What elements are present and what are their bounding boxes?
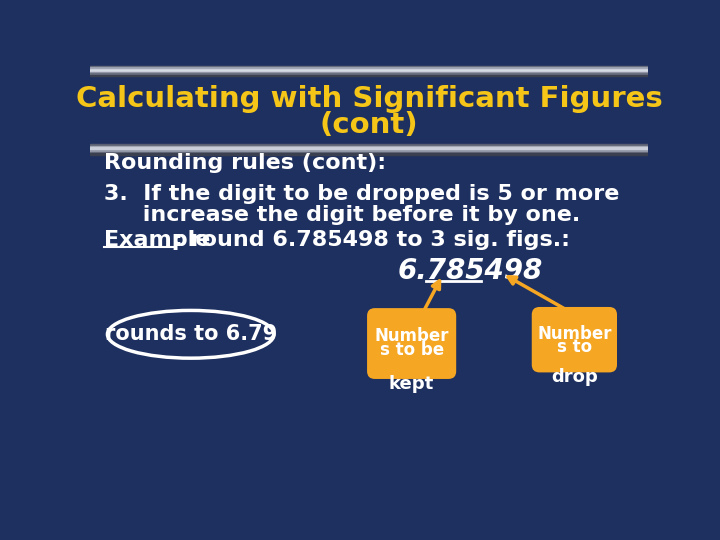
Text: : round 6.785498 to 3 sig. figs.:: : round 6.785498 to 3 sig. figs.:: [174, 230, 570, 249]
FancyBboxPatch shape: [532, 307, 617, 373]
Bar: [90, 67, 648, 69]
Text: Number: Number: [374, 327, 449, 345]
Text: s to be: s to be: [379, 341, 444, 359]
Bar: [90, 69, 648, 70]
Text: 3.  If the digit to be dropped is 5 or more: 3. If the digit to be dropped is 5 or mo…: [104, 184, 619, 204]
Text: 6.785498: 6.785498: [397, 257, 542, 285]
Text: kept: kept: [389, 375, 434, 393]
Bar: [90, 148, 648, 150]
Text: Example: Example: [104, 230, 210, 249]
Text: s to: s to: [557, 338, 592, 356]
Bar: [90, 65, 648, 67]
Bar: [90, 144, 648, 146]
Bar: [90, 70, 648, 72]
Text: Calculating with Significant Figures: Calculating with Significant Figures: [76, 85, 662, 113]
Text: drop: drop: [551, 368, 598, 386]
Bar: [90, 152, 648, 153]
Bar: [90, 153, 648, 155]
Text: Number: Number: [537, 325, 611, 342]
Text: Rounding rules (cont):: Rounding rules (cont):: [104, 153, 386, 173]
Bar: [90, 146, 648, 147]
Bar: [90, 72, 648, 73]
Bar: [90, 73, 648, 75]
Bar: [90, 75, 648, 76]
Text: increase the digit before it by one.: increase the digit before it by one.: [104, 205, 580, 225]
Bar: [90, 150, 648, 152]
Text: (cont): (cont): [320, 111, 418, 139]
Bar: [90, 147, 648, 149]
Text: rounds to 6.79: rounds to 6.79: [104, 325, 277, 345]
FancyBboxPatch shape: [367, 308, 456, 379]
